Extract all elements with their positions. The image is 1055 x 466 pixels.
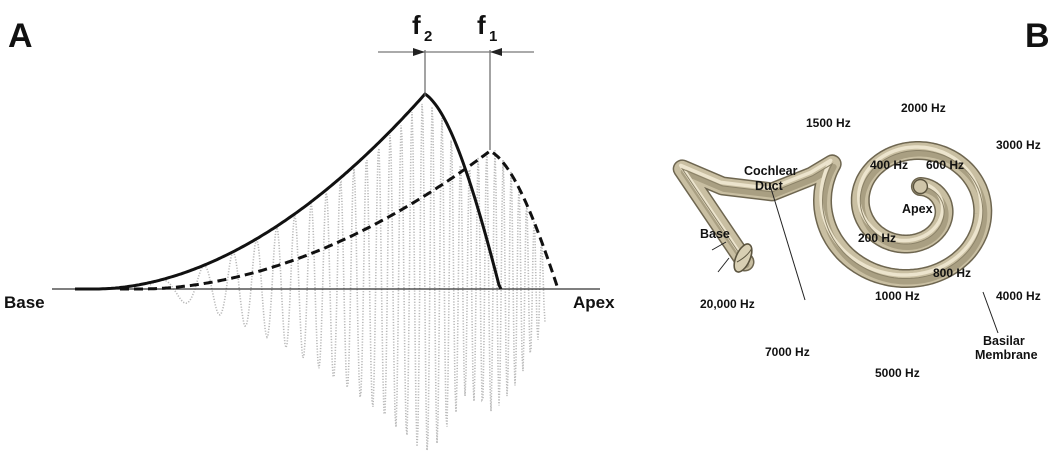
freq-2000: 2000 Hz [901, 101, 946, 115]
panel-a: A f 2 f 1 Base Apex [4, 10, 615, 451]
f1-envelope-dashed [120, 149, 560, 291]
f2-envelope-solid [75, 92, 503, 291]
apex-tip [912, 178, 929, 195]
f1-arrowhead [490, 48, 502, 56]
cochlear-duct-label-line1: Cochlear [744, 164, 798, 178]
traveling-wave-oscillation [149, 103, 546, 451]
base-label: Base [700, 227, 730, 241]
base-axis-label: Base [4, 293, 45, 312]
freq-5000: 5000 Hz [875, 366, 920, 380]
freq-1500: 1500 Hz [806, 116, 851, 130]
basilar-membrane-label-line1: Basilar [983, 334, 1025, 348]
freq-200: 200 Hz [858, 231, 896, 245]
apex-axis-label: Apex [573, 293, 615, 312]
cochlea-spiral [672, 141, 993, 288]
freq-20000: 20,000 Hz [700, 297, 755, 311]
freq-1000: 1000 Hz [875, 289, 920, 303]
panel-b-letter: B [1025, 17, 1050, 55]
basilar-membrane-label-line2: Membrane [975, 348, 1038, 362]
f1-label: f [477, 10, 486, 40]
freq-3000: 3000 Hz [996, 138, 1041, 152]
f2-arrowhead [413, 48, 425, 56]
cochlear-duct-label-line2: Duct [755, 179, 784, 193]
panel-b: B 20,000 Hz 7000 Hz 5000 Hz 4000 Hz 3000… [672, 17, 1050, 380]
freq-4000: 4000 Hz [996, 289, 1041, 303]
leader-lines [711, 184, 999, 334]
f1-subscript: 1 [489, 28, 497, 45]
f2-label: f [412, 10, 421, 40]
panel-a-letter: A [8, 17, 33, 55]
freq-400: 400 Hz [870, 158, 908, 172]
apex-label: Apex [902, 202, 933, 216]
f2-subscript: 2 [424, 28, 432, 45]
freq-800: 800 Hz [933, 266, 971, 280]
freq-600: 600 Hz [926, 158, 964, 172]
freq-7000: 7000 Hz [765, 345, 810, 359]
